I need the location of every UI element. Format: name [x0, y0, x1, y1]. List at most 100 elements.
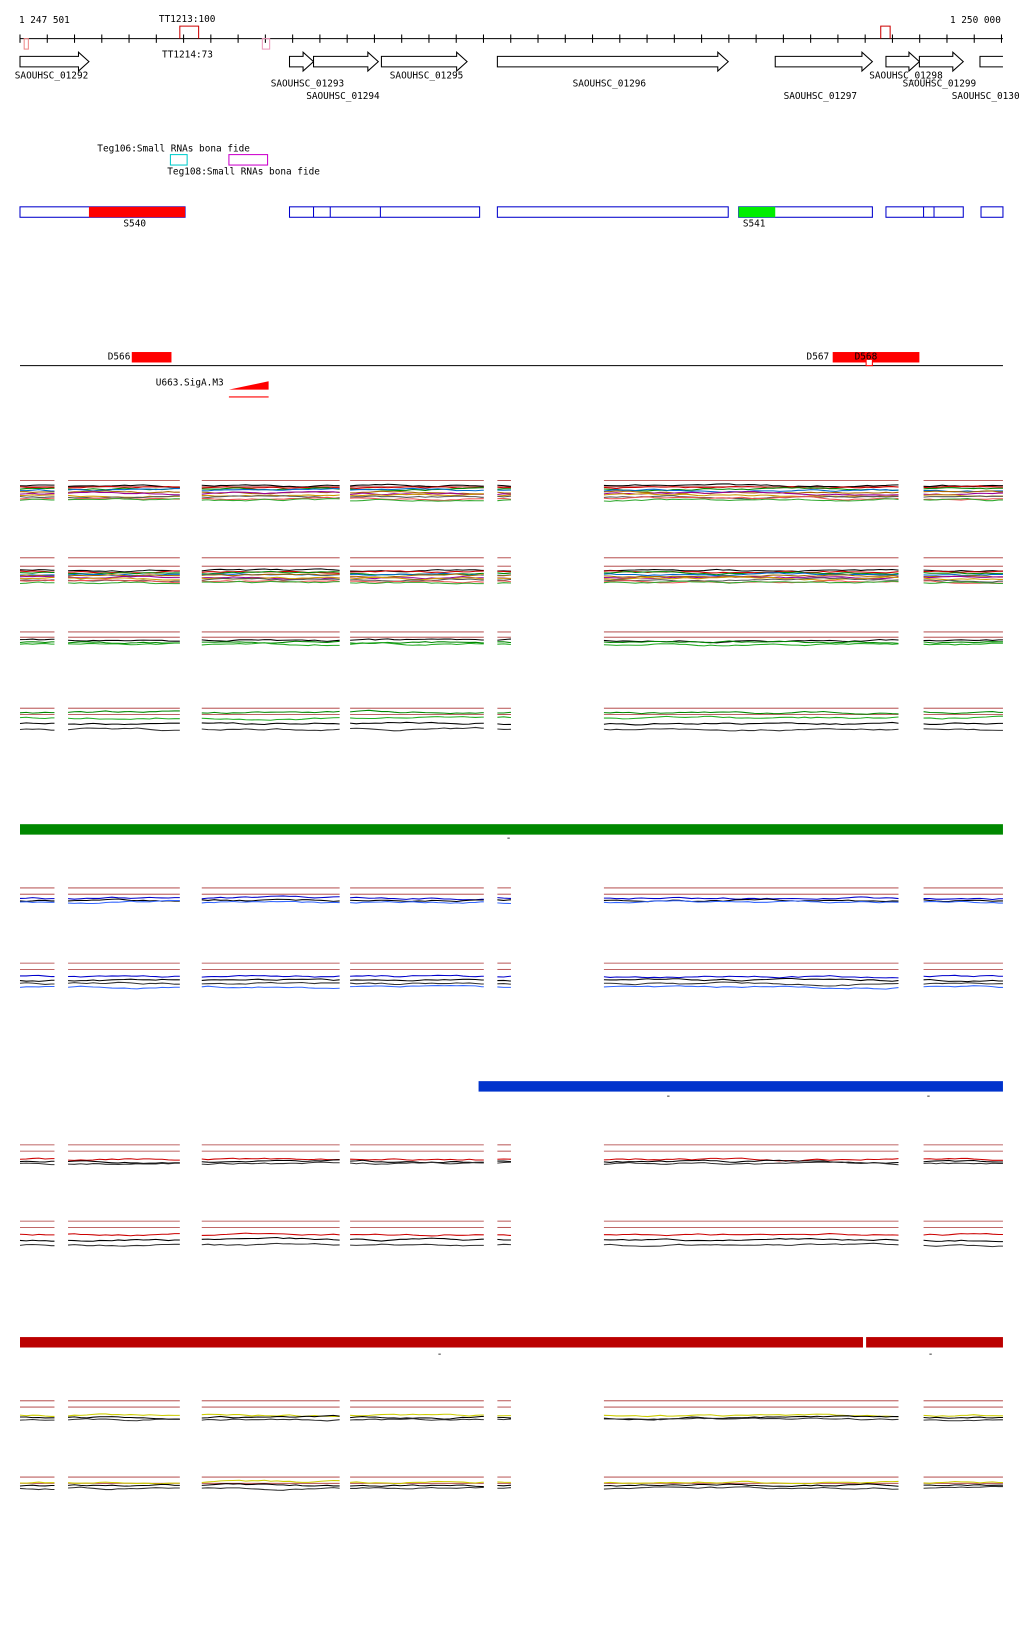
expression-trace	[603, 640, 899, 644]
strand-mark: -	[506, 833, 512, 844]
condition-bar	[20, 1337, 863, 1348]
expression-trace	[923, 1244, 1003, 1248]
expression-trace	[19, 1414, 55, 1417]
expression-trace	[923, 575, 1003, 579]
expression-trace	[201, 642, 340, 647]
expression-trace	[68, 1158, 180, 1161]
expression-trace	[19, 1239, 55, 1242]
gene-arrow	[380, 51, 468, 73]
expression-trace	[923, 641, 1003, 644]
expression-trace	[19, 1157, 55, 1160]
expression-trace	[201, 900, 340, 904]
expression-trace	[350, 495, 484, 498]
expression-trace	[350, 641, 484, 644]
expression-trace	[201, 1157, 340, 1161]
expression-trace	[497, 1484, 511, 1487]
expression-trace	[497, 1234, 511, 1236]
expression-trace	[201, 580, 340, 584]
expression-trace	[201, 1414, 340, 1419]
expression-trace	[350, 576, 484, 581]
expression-trace	[497, 979, 511, 982]
expression-trace	[19, 985, 55, 988]
expression-trace	[68, 1233, 180, 1237]
expression-trace	[67, 490, 180, 494]
expression-trace	[68, 1160, 180, 1164]
expression-trace	[603, 985, 899, 990]
expression-trace	[350, 1158, 484, 1161]
expression-trace	[201, 640, 340, 644]
expression-trace	[603, 1417, 899, 1421]
feature-label: D567	[807, 351, 830, 362]
expression-trace	[603, 710, 899, 715]
expression-trace	[923, 485, 1003, 489]
gene-label: SAOUHSC_01298	[869, 70, 943, 81]
expression-trace	[68, 485, 180, 489]
expression-trace	[19, 495, 55, 498]
expression-trace	[350, 1486, 484, 1490]
expression-trace	[603, 1161, 899, 1166]
expression-trace	[603, 568, 899, 573]
expression-trace	[19, 484, 55, 487]
expression-trace	[603, 483, 899, 488]
expression-trace	[19, 487, 55, 490]
gene-label: SAOUHSC_01296	[573, 79, 647, 90]
expression-trace	[497, 495, 511, 498]
condition-bar	[478, 1081, 1003, 1092]
expression-trace	[67, 574, 180, 577]
expression-trace	[923, 1162, 1003, 1165]
strand-mark: -	[928, 1349, 934, 1360]
expression-trace	[603, 1233, 899, 1237]
expression-trace	[201, 498, 340, 502]
expression-trace	[603, 498, 899, 502]
expression-trace	[923, 572, 1003, 575]
expression-trace	[603, 1157, 899, 1162]
expression-trace	[497, 499, 511, 502]
gene-arrow	[496, 51, 730, 73]
expression-trace	[350, 581, 484, 585]
expression-trace	[497, 1243, 511, 1246]
strand-mark: -	[666, 1091, 672, 1102]
expression-trace	[201, 1413, 340, 1417]
expression-trace	[350, 1161, 484, 1165]
expression-trace	[201, 570, 340, 575]
expression-trace	[603, 1415, 899, 1421]
expression-trace	[923, 495, 1003, 498]
expression-trace	[923, 639, 1003, 642]
expression-trace	[923, 978, 1003, 983]
expression-trace	[201, 495, 340, 499]
expression-trace	[201, 580, 340, 583]
expression-trace	[350, 1413, 484, 1417]
expression-trace	[68, 491, 180, 496]
condition-bar	[20, 824, 1003, 835]
expression-trace	[19, 489, 55, 492]
expression-trace	[201, 1479, 340, 1483]
expression-trace	[19, 569, 55, 571]
expression-trace	[350, 1415, 484, 1420]
expression-trace	[923, 1416, 1003, 1419]
expression-trace	[19, 1418, 55, 1421]
expression-trace	[201, 573, 340, 577]
expression-trace	[201, 491, 340, 495]
expression-trace	[603, 1483, 899, 1487]
expression-trace	[497, 574, 511, 577]
condition-bar	[866, 1337, 1003, 1348]
expression-trace	[19, 576, 55, 580]
expression-trace	[497, 899, 511, 901]
expression-trace	[201, 975, 340, 978]
expression-trace	[923, 899, 1003, 903]
expression-trace	[350, 974, 484, 978]
expression-trace	[68, 642, 180, 646]
expression-trace	[923, 1414, 1003, 1417]
expression-trace	[68, 1481, 180, 1485]
expression-trace	[923, 498, 1003, 502]
expression-trace	[603, 721, 899, 726]
ruler-start: 1 247 501	[19, 15, 70, 26]
expression-trace	[201, 1232, 340, 1236]
expression-trace	[19, 498, 55, 501]
expression-trace	[350, 1418, 484, 1421]
expression-trace	[497, 1418, 511, 1421]
expression-trace	[603, 577, 899, 582]
expression-trace	[201, 1483, 340, 1487]
expression-trace	[350, 575, 484, 580]
expression-trace	[68, 575, 180, 579]
